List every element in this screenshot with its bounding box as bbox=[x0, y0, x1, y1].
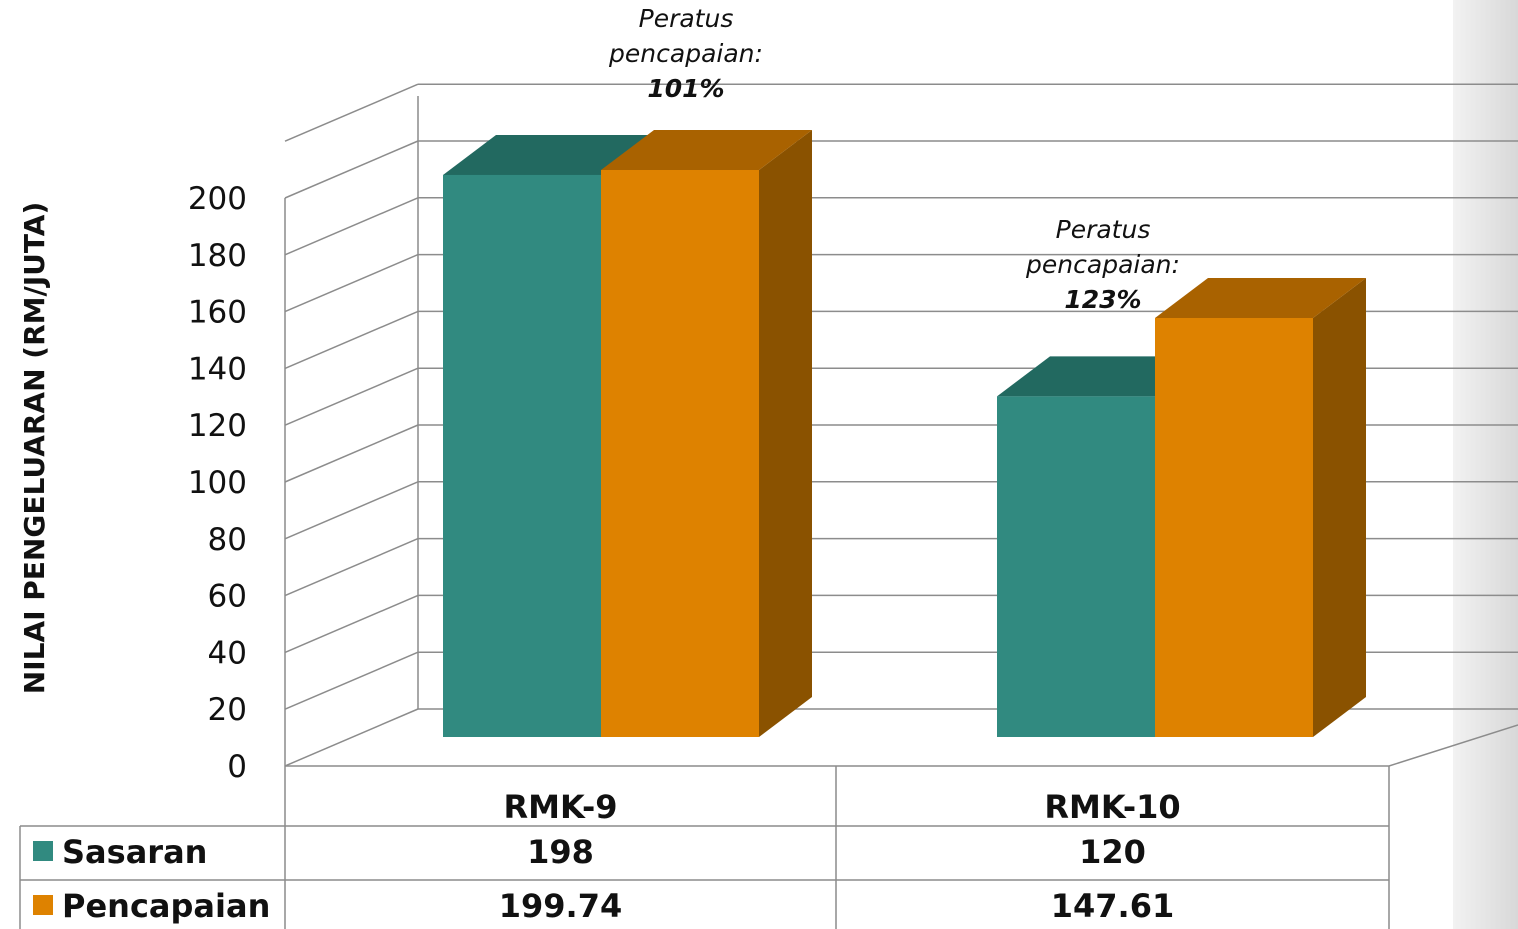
y-tick-label: 140 bbox=[188, 351, 247, 387]
bar-sasaran bbox=[997, 396, 1155, 737]
gridline-depth bbox=[284, 197, 419, 256]
annotation-value: 101% bbox=[647, 74, 724, 103]
bar-sasaran bbox=[443, 174, 601, 737]
y-axis-ticks: 0 20 40 60 80 100 120 140 160 180 200 bbox=[188, 181, 247, 785]
data-label: 198 bbox=[527, 833, 594, 871]
data-label: 199.74 bbox=[499, 887, 622, 925]
x-tick-label: RMK-10 bbox=[1044, 788, 1180, 826]
y-tick-label: 200 bbox=[188, 181, 247, 217]
y-tick-label: 180 bbox=[188, 238, 247, 274]
gridline-depth bbox=[284, 537, 419, 597]
y-tick-label: 60 bbox=[208, 579, 247, 615]
gridline-depth bbox=[284, 651, 419, 710]
y-tick-label: 80 bbox=[208, 522, 247, 558]
legend-label: Pencapaian bbox=[62, 887, 270, 925]
annotation-label: pencapaian: bbox=[608, 39, 763, 68]
bar-pencapaian bbox=[1155, 317, 1313, 737]
y-tick-label: 120 bbox=[188, 408, 247, 444]
annotation-label: pencapaian: bbox=[1025, 250, 1180, 279]
annotation-label: Peratus bbox=[639, 4, 734, 33]
gridline-depth bbox=[284, 83, 419, 142]
gridline-depth bbox=[284, 140, 419, 199]
annotations: Peratus pencapaian: 101% Peratus pencapaian:… bbox=[608, 4, 1180, 314]
data-label: 147.61 bbox=[1051, 887, 1174, 925]
x-tick-label: RMK-9 bbox=[503, 788, 617, 826]
y-tick-label: 160 bbox=[188, 295, 247, 331]
annotation-label: Peratus bbox=[1056, 215, 1151, 244]
gridline-depth bbox=[284, 367, 419, 426]
legend-swatch-sasaran bbox=[33, 841, 53, 861]
y-axis-title: NILAI PENGELUARAN (RM/JUTA) bbox=[18, 202, 51, 695]
gridline-depth bbox=[284, 310, 419, 370]
y-tick-label: 100 bbox=[188, 465, 247, 501]
data-label: 120 bbox=[1079, 833, 1146, 871]
bar-pencapaian bbox=[601, 170, 759, 737]
gridline-depth bbox=[284, 708, 419, 767]
y-tick-label: 0 bbox=[227, 749, 247, 785]
bar-side-pencapaian bbox=[1313, 277, 1366, 737]
bar-top-pencapaian bbox=[1155, 277, 1366, 318]
gridline-depth bbox=[284, 481, 419, 540]
annotation-value: 123% bbox=[1064, 285, 1141, 314]
bar-side-pencapaian bbox=[759, 130, 812, 737]
bar-top-sasaran bbox=[443, 134, 654, 175]
gridline-depth bbox=[284, 424, 419, 483]
y-tick-label: 40 bbox=[208, 635, 247, 671]
legend-swatch-pencapaian bbox=[33, 895, 53, 915]
gridline-depth bbox=[284, 253, 419, 313]
right-panel bbox=[1453, 0, 1518, 929]
bars bbox=[443, 130, 1366, 737]
bar-top-pencapaian bbox=[601, 130, 812, 170]
y-tick-label: 20 bbox=[208, 692, 247, 728]
data-table: RMK-9 RMK-10 Sasaran 198 120 Pencapaian 199.74… bbox=[19, 766, 1390, 929]
legend-label: Sasaran bbox=[62, 833, 207, 871]
gridline-depth bbox=[284, 594, 419, 654]
